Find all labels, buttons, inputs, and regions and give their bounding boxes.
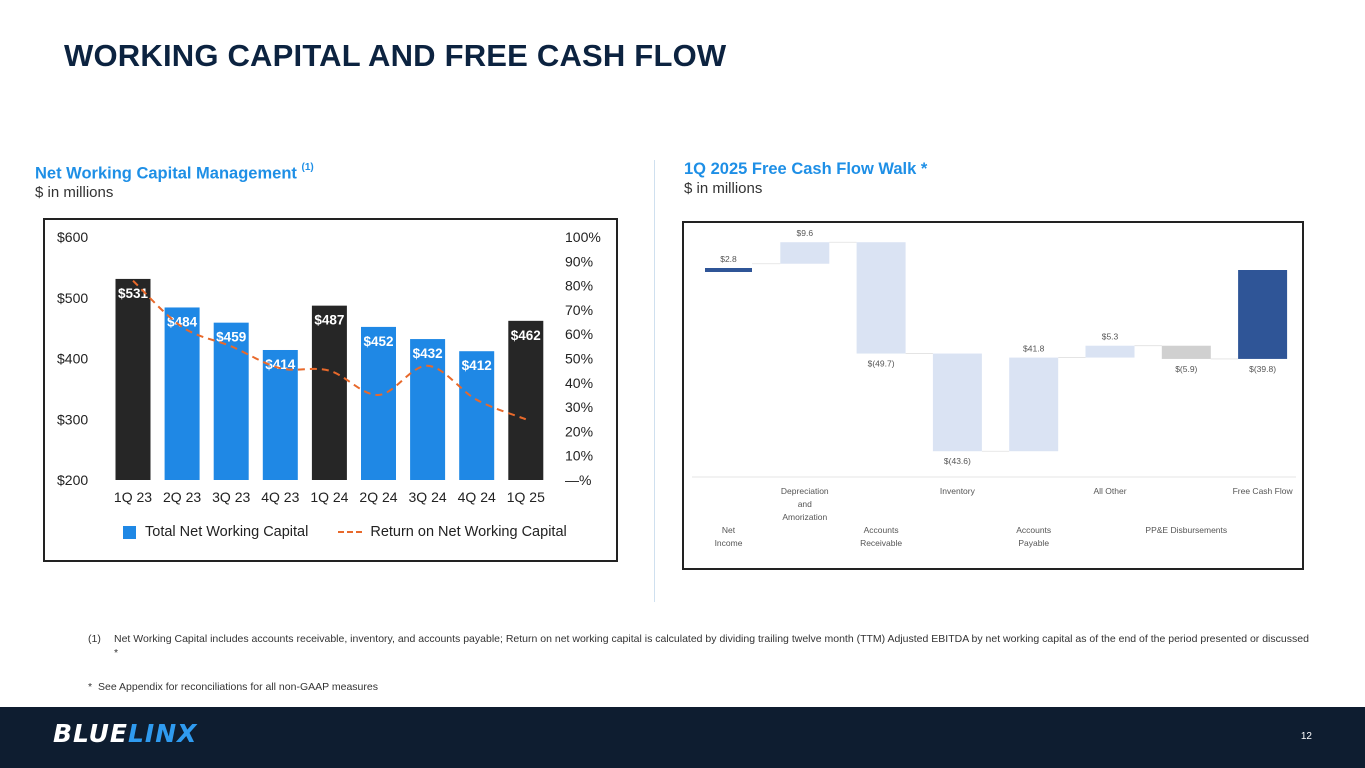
fcf-category-label: All Other (1093, 486, 1126, 496)
fcf-section-title: 1Q 2025 Free Cash Flow Walk * (684, 160, 928, 178)
fcf-bar-value-label: $(49.7) (868, 359, 895, 369)
fcf-bar (705, 268, 752, 272)
fcf-bar-value-label: $41.8 (1023, 344, 1045, 354)
fcf-category-label: Inventory (940, 486, 976, 496)
nwc-bar (115, 278, 151, 480)
y2-axis-tick: 100% (565, 229, 601, 245)
fcf-chart-frame: $2.8 $9.6 $(49.7) $(43.6) $41.8 $5.3 $(5.9) $(3… (682, 221, 1304, 570)
footnote-1-text: Net Working Capital includes accounts re… (114, 633, 1309, 659)
nwc-bar-value-label: $412 (462, 358, 492, 373)
nwc-title-text: Net Working Capital Management (35, 164, 297, 183)
page-title: WORKING CAPITAL AND FREE CASH FLOW (64, 38, 727, 73)
nwc-title-footnote-ref: (1) (301, 162, 314, 173)
fcf-bar (1085, 345, 1135, 358)
fcf-bar (1238, 270, 1288, 359)
nwc-bar-value-label: $452 (363, 334, 393, 349)
fcf-category-label: PP&E Disbursements (1145, 525, 1227, 535)
fcf-bar (780, 242, 830, 264)
fcf-bar-value-label: $(5.9) (1175, 364, 1197, 374)
nwc-bar-value-label: $414 (265, 357, 296, 372)
nwc-bar (213, 322, 249, 480)
nwc-bar-value-label: $531 (118, 286, 149, 301)
y2-axis-tick: 30% (565, 399, 593, 415)
y2-axis-tick: 60% (565, 326, 593, 342)
x-axis-tick: 2Q 23 (163, 489, 201, 505)
legend-bar-label: Total Net Working Capital (145, 524, 309, 540)
fcf-bar (1009, 357, 1059, 452)
bluelinx-logo: BLUELINX (53, 719, 197, 748)
roi-series-line (132, 280, 527, 421)
legend-line-swatch (338, 531, 363, 533)
x-axis-tick: 1Q 25 (507, 489, 545, 505)
y-axis-tick: $200 (57, 472, 88, 488)
fcf-bar-value-label: $(39.8) (1249, 364, 1276, 374)
nwc-bar (262, 349, 298, 480)
fcf-bar-value-label: $2.8 (720, 254, 737, 264)
nwc-bar (410, 339, 446, 480)
nwc-section-title: Net Working Capital Management (1) (35, 162, 314, 184)
fcf-category-label: Amorization (782, 512, 827, 522)
logo-part-blue: BLUE (53, 719, 128, 748)
page-number: 12 (1300, 731, 1312, 742)
y2-axis-tick: 40% (565, 375, 593, 391)
fcf-category-label: Free Cash Flow (1233, 486, 1294, 496)
footer-bar: BLUELINX 12 (0, 707, 1365, 768)
fcf-bar (856, 242, 906, 354)
y2-axis-tick: 20% (565, 423, 593, 439)
nwc-bar (508, 320, 544, 480)
nwc-bar (361, 326, 396, 480)
x-axis-tick: 2Q 24 (359, 489, 397, 505)
nwc-bar-value-label: $462 (511, 328, 541, 343)
x-axis-tick: 4Q 24 (458, 489, 496, 505)
x-axis-tick: 1Q 24 (310, 489, 348, 505)
nwc-section-subtitle: $ in millions (35, 184, 114, 201)
nwc-bar (164, 307, 200, 480)
nwc-chart: $200 $300 $400 $500 $600 —% 10% 20% 30% 40% 50% 60%… (57, 229, 601, 505)
fcf-category-label: Accounts (864, 525, 899, 535)
y-axis-tick: $400 (57, 351, 88, 367)
fcf-category-label: Depreciation (781, 486, 829, 496)
fcf-category-label: Receivable (860, 538, 902, 548)
y-axis-tick: $500 (57, 290, 88, 306)
section-divider (654, 160, 655, 602)
legend-line-label: Return on Net Working Capital (370, 524, 567, 540)
nwc-bar (459, 351, 495, 480)
y-axis-tick: $600 (57, 229, 88, 245)
nwc-bar-value-label: $487 (314, 313, 344, 328)
nwc-legend: Total Net Working Capital Return on Net … (123, 524, 567, 540)
fcf-category-label: Income (715, 538, 743, 548)
fcf-category-label: and (798, 499, 812, 509)
y-axis-tick: $300 (57, 411, 88, 427)
fcf-bar-value-label: $(43.6) (944, 456, 971, 466)
logo-part-linx: LINX (128, 719, 198, 748)
y2-axis-tick: 10% (565, 448, 593, 464)
legend-bar-swatch (123, 525, 136, 539)
y2-axis-tick: 70% (565, 302, 593, 318)
y2-axis-tick: 50% (565, 351, 593, 367)
fcf-waterfall-chart: $2.8 $9.6 $(49.7) $(43.6) $41.8 $5.3 $(5.9) $(3… (692, 228, 1296, 548)
fcf-bar (932, 353, 982, 452)
fcf-category-label: Net (722, 525, 736, 535)
y2-axis-tick: —% (565, 472, 591, 488)
nwc-bar-value-label: $459 (216, 330, 246, 345)
x-axis-tick: 3Q 24 (409, 489, 447, 505)
y2-axis-tick: 80% (565, 278, 593, 294)
x-axis-tick: 4Q 23 (261, 489, 299, 505)
x-axis-tick: 3Q 23 (212, 489, 250, 505)
footnote-2-text: See Appendix for reconciliations for all… (98, 681, 378, 693)
nwc-bar (311, 305, 347, 480)
y2-axis-tick: 90% (565, 253, 593, 269)
fcf-section-subtitle: $ in millions (684, 180, 763, 197)
fcf-bar-value-label: $9.6 (797, 228, 814, 238)
footnote-1-marker: (1) (88, 633, 101, 645)
footnote-2-marker: * (88, 681, 93, 693)
x-axis-tick: 1Q 23 (114, 489, 152, 505)
fcf-category-label: Accounts (1016, 525, 1051, 535)
nwc-bar-value-label: $432 (413, 346, 443, 361)
fcf-bar-value-label: $5.3 (1102, 332, 1119, 342)
nwc-chart-frame: $200 $300 $400 $500 $600 —% 10% 20% 30% 40% 50% 60%… (43, 218, 618, 562)
fcf-bar (1161, 345, 1211, 359)
fcf-category-label: Payable (1018, 538, 1049, 548)
nwc-bar-value-label: $484 (167, 314, 198, 329)
